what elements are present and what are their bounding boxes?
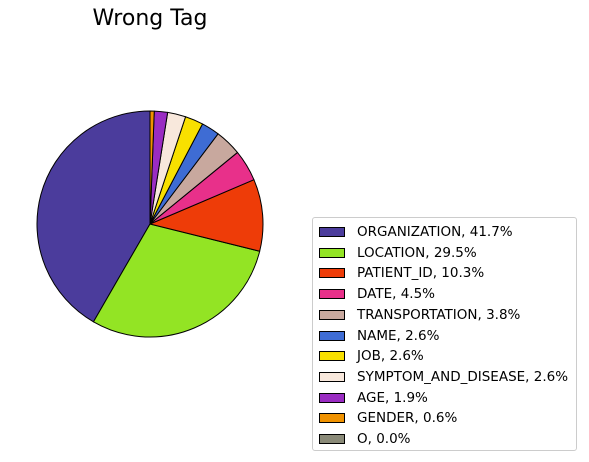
legend-item: ORGANIZATION, 41.7%	[319, 222, 513, 242]
legend-swatch	[319, 413, 345, 424]
legend-swatch	[319, 351, 345, 362]
legend-item: GENDER, 0.6%	[319, 408, 457, 428]
legend-item: SYMPTOM_AND_DISEASE, 2.6%	[319, 367, 568, 387]
legend-label: JOB, 2.6%	[357, 348, 424, 365]
pie-slice-2	[149, 179, 264, 252]
legend-label: SYMPTOM_AND_DISEASE, 2.6%	[357, 368, 569, 385]
legend-swatch	[319, 227, 345, 237]
legend-label: LOCATION, 29.5%	[357, 244, 477, 261]
legend-swatch	[319, 330, 345, 341]
legend-swatch	[319, 289, 345, 300]
legend-label: TRANSPORTATION, 3.8%	[357, 306, 521, 323]
pie-slice-0	[36, 110, 151, 323]
legend-item: LOCATION, 29.5%	[319, 243, 477, 263]
legend-label: O, 0.0%	[357, 431, 411, 447]
pie-slice-1	[92, 223, 261, 338]
legend-item: AGE, 1.9%	[319, 388, 428, 408]
pie-chart	[36, 110, 264, 338]
legend-swatch	[319, 392, 345, 403]
pie-slice-9	[149, 110, 155, 225]
legend-label: AGE, 1.9%	[357, 389, 428, 406]
legend-label: DATE, 4.5%	[357, 286, 436, 303]
legend-label: NAME, 2.6%	[357, 327, 440, 344]
legend-item: PATIENT_ID, 10.3%	[319, 263, 484, 283]
legend-swatch	[319, 434, 345, 444]
legend-item: DATE, 4.5%	[319, 284, 435, 304]
chart-title: Wrong Tag	[92, 6, 208, 31]
legend-item: TRANSPORTATION, 3.8%	[319, 305, 520, 325]
legend-label: ORGANIZATION, 41.7%	[357, 224, 513, 240]
legend-swatch	[319, 371, 345, 382]
chart-legend: ORGANIZATION, 41.7% LOCATION, 29.5% PATIEN…	[312, 217, 577, 451]
legend-label: GENDER, 0.6%	[357, 410, 458, 427]
legend-swatch	[319, 309, 345, 320]
legend-swatch	[319, 268, 345, 279]
legend-item: O, 0.0%	[319, 429, 411, 449]
legend-item: NAME, 2.6%	[319, 326, 439, 346]
legend-label: PATIENT_ID, 10.3%	[357, 265, 485, 282]
legend-item: JOB, 2.6%	[319, 346, 424, 366]
legend-swatch	[319, 247, 345, 258]
